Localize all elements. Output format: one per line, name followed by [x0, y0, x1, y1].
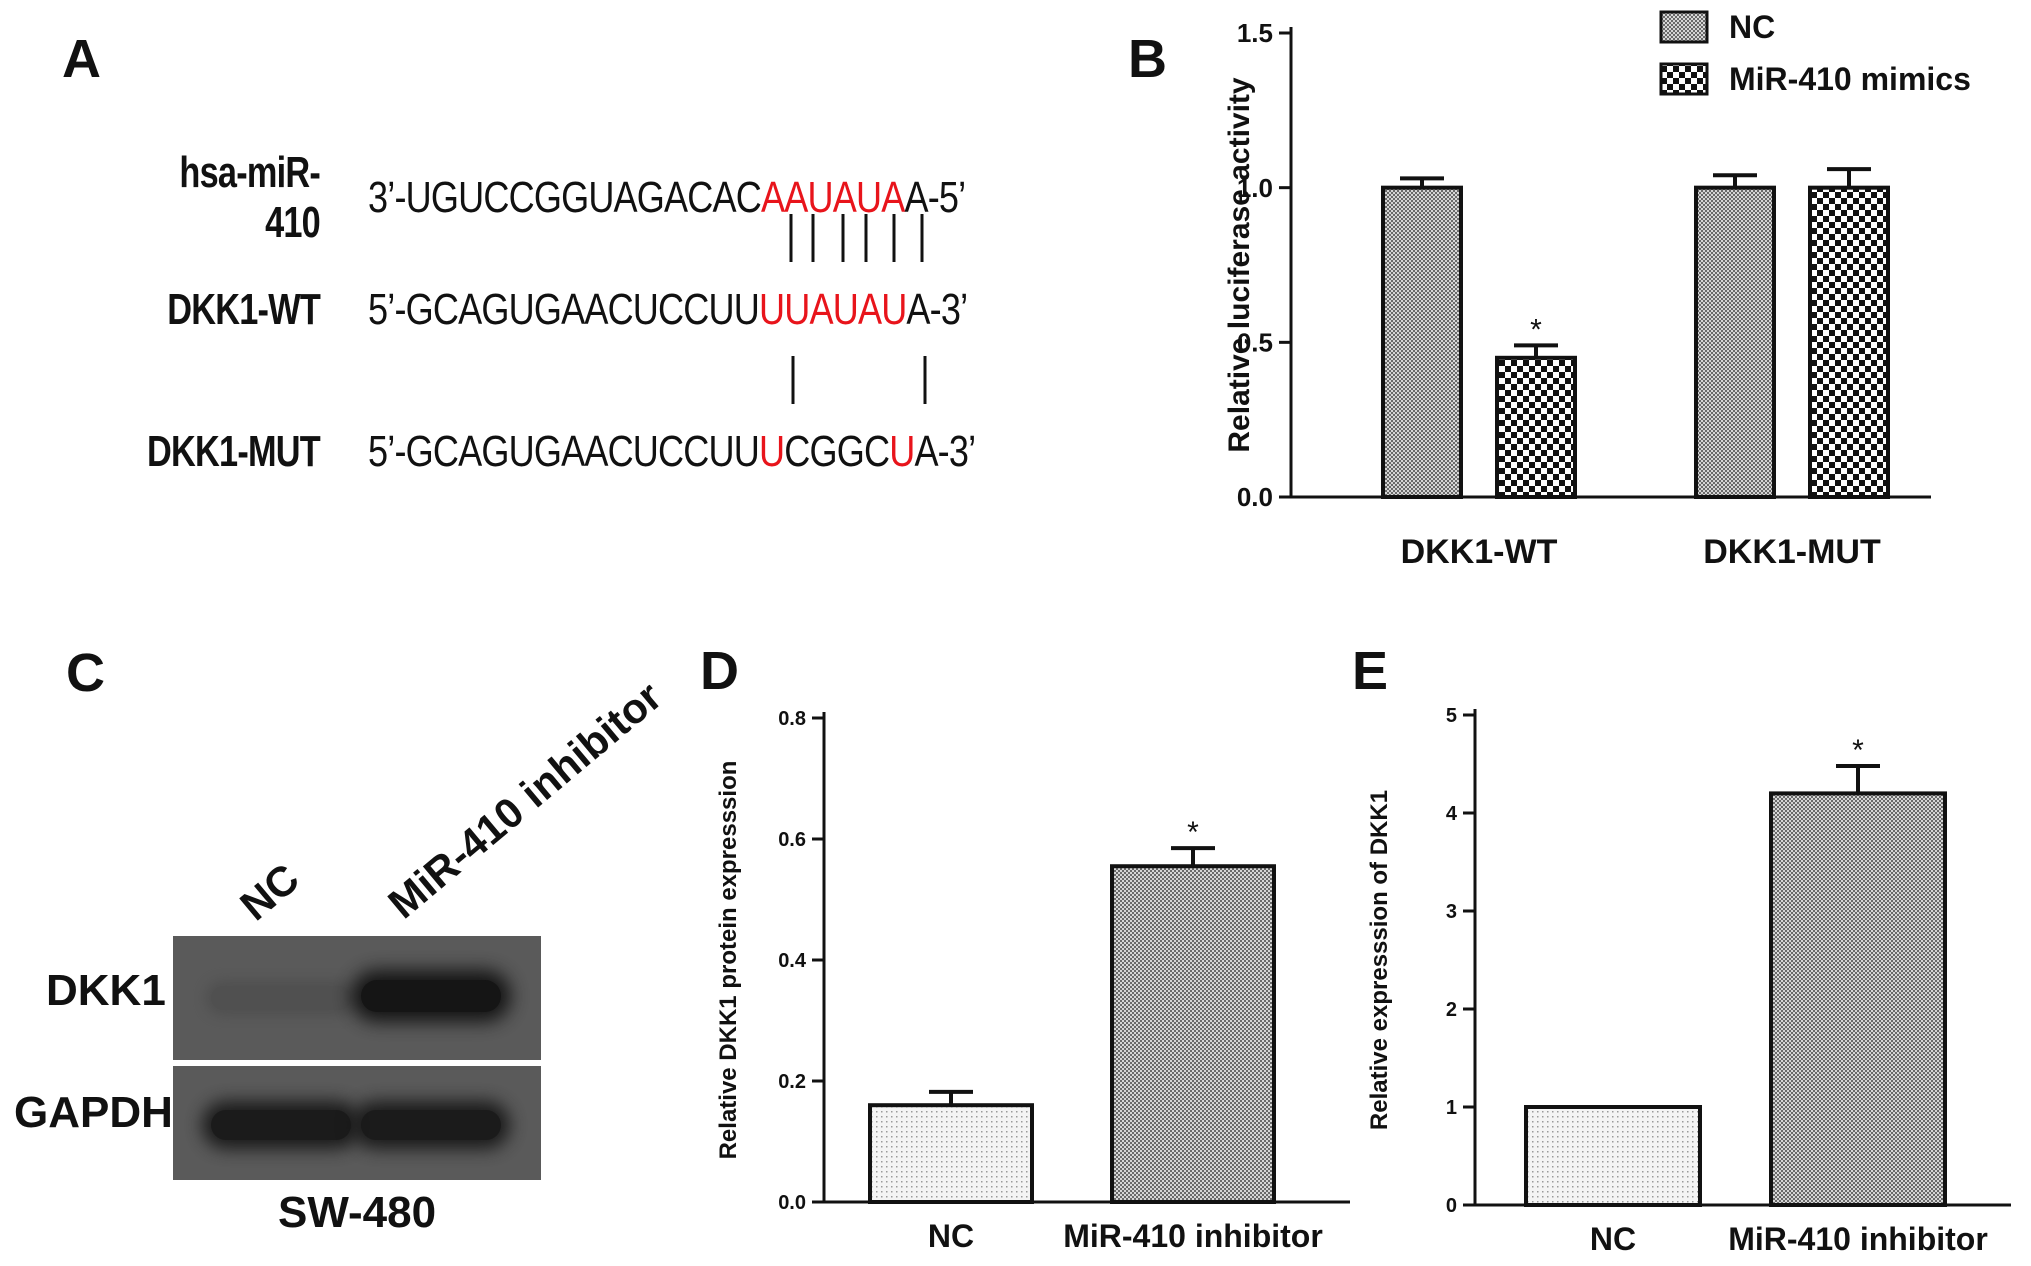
y-tick-label: 4 [1446, 803, 1458, 825]
band-gapdh-nc [211, 1110, 351, 1140]
y-tick-label: 0.5 [1237, 327, 1273, 357]
legend-swatch [1659, 10, 1709, 44]
x-tick-label: MiR-410 inhibitor [1063, 1218, 1323, 1254]
seq-text-mut: 5’-GCAGUGAACUCCUUUCGGCUA-3’ [368, 427, 976, 477]
chart-b: 0.0 0.5 1.0 1.5 Relative luciferase activity… [1223, 9, 1971, 571]
bar [1524, 1105, 1702, 1207]
y-tick-label: 0.4 [778, 950, 807, 972]
y-tick-label: 0 [1446, 1195, 1457, 1217]
seed-match: U [889, 427, 915, 476]
y-tick-label: 1.0 [1237, 173, 1273, 203]
panel-d-label: D [700, 641, 739, 701]
seq-text-mirna: 3’-UGUCCGGUAGACACAAUAUAA-5’ [368, 173, 966, 223]
seed-match: UUAUAU [758, 285, 907, 334]
bar [1769, 791, 1947, 1207]
sequence-segment: CGGC [784, 427, 890, 476]
band-gapdh-inhibitor [361, 1110, 501, 1140]
x-tick-label: NC [1590, 1221, 1636, 1257]
sequence-segment: A-3’ [914, 427, 976, 476]
y-tick-label: 0.2 [778, 1071, 806, 1093]
cell-line-label: SW-480 [278, 1188, 437, 1237]
x-tick-label: MiR-410 inhibitor [1728, 1221, 1988, 1257]
panel-b-label: B [1128, 29, 1167, 89]
y-tick-label: 5 [1446, 705, 1457, 727]
seq-name-wt: DKK1-WT [167, 285, 321, 334]
chart-e: 0 1 2 3 4 5 Relative expresssion of DKK1 NC * MiR… [1366, 705, 2011, 1257]
legend-swatch [1659, 62, 1709, 96]
significance-mark: * [1530, 313, 1542, 346]
y-tick-label: 0.6 [778, 829, 806, 851]
legend-label: MiR-410 mimics [1729, 61, 1971, 97]
blot-gapdh [173, 1066, 541, 1180]
panel-a-label: A [62, 29, 101, 89]
bar [1808, 185, 1890, 500]
x-tick-label: NC [928, 1218, 974, 1254]
seq-row-mut: DKK1-MUT 5’-GCAGUGAACUCCUUUCGGCUA-3’ [70, 427, 1109, 477]
bar [1694, 185, 1776, 500]
row-label-dkk1: DKK1 [46, 966, 166, 1015]
seed-match: AAUAUA [761, 173, 905, 222]
y-tick-label: 0.8 [778, 708, 806, 730]
y-tick-label: 2 [1446, 999, 1457, 1021]
row-label-gapdh: GAPDH [14, 1088, 173, 1137]
pairing-lines [789, 214, 927, 404]
y-tick-label: 1 [1446, 1097, 1457, 1119]
x-tick-label: DKK1-WT [1401, 533, 1558, 571]
bar [1110, 864, 1276, 1204]
panel-e-label: E [1352, 641, 1389, 701]
blot-dkk1 [173, 936, 541, 1060]
seq-name-mut: DKK1-MUT [147, 427, 321, 476]
bar [1381, 185, 1463, 500]
significance-mark: * [1187, 816, 1199, 849]
chart-d: 0.0 0.2 0.4 0.6 0.8 Relative DKK1 protein exp… [715, 708, 1350, 1254]
sequence-segment: A-5’ [904, 173, 966, 222]
seq-row-wt: DKK1-WT 5’-GCAGUGAACUCCUUUUAUAUA-3’ [70, 285, 1099, 335]
bar [868, 1103, 1034, 1205]
y-axis-label: Relative luciferase activity [1223, 77, 1256, 453]
panel-a: A hsa-miR-410 3’-UGUCCGGUAGACACAAUAUAA-5… [0, 0, 1060, 520]
y-axis-label: Relative DKK1 protein expresssion [715, 761, 742, 1160]
seq-name-mirna: hsa-miR-410 [179, 148, 320, 247]
panel-c-label: C [66, 643, 105, 703]
significance-mark: * [1852, 734, 1864, 767]
legend-label: NC [1729, 9, 1775, 45]
seq-text-wt: 5’-GCAGUGAACUCCUUUUAUAUA-3’ [368, 285, 968, 335]
sequence-segment: A-3’ [906, 285, 968, 334]
y-tick-label: 1.5 [1237, 18, 1273, 48]
sequence-segment: 5’-GCAGUGAACUCCUU [368, 427, 760, 476]
y-tick-label: 3 [1446, 901, 1457, 923]
lane-label-inhibitor: MiR-410 inhibitor [379, 672, 671, 928]
bar [1495, 355, 1577, 499]
seq-row-mirna: hsa-miR-410 3’-UGUCCGGUAGACACAAUAUAA-5’ [70, 148, 1096, 248]
x-tick-label: DKK1-MUT [1703, 533, 1881, 571]
y-tick-label: 0.0 [778, 1192, 806, 1214]
sequence-segment: 5’-GCAGUGAACUCCUU [368, 285, 760, 334]
y-axis-label: Relative expresssion of DKK1 [1366, 790, 1393, 1130]
lane-label-nc: NC [231, 854, 308, 930]
y-tick-label: 0.0 [1237, 482, 1273, 512]
sequence-segment: 3’-UGUCCGGUAGACAC [368, 173, 762, 222]
band-dkk1-nc [211, 986, 351, 1010]
seed-match: U [758, 427, 785, 476]
panel-c: C NC MiR-410 inhibitor DKK1 GAPDH SW-480 [0, 620, 700, 1260]
band-dkk1-inhibitor [361, 980, 501, 1012]
